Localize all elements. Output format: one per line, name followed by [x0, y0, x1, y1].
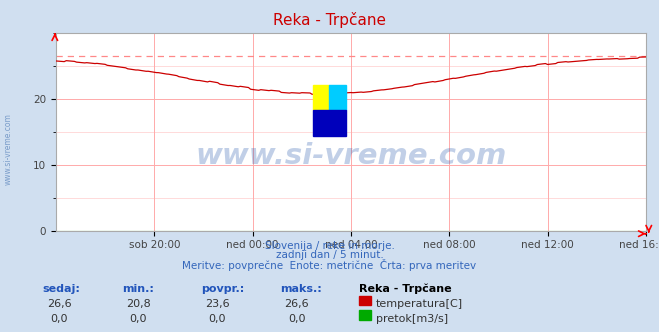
- Text: 0,0: 0,0: [288, 314, 305, 324]
- Text: 20,8: 20,8: [126, 299, 151, 309]
- Text: 0,0: 0,0: [51, 314, 68, 324]
- Text: temperatura[C]: temperatura[C]: [376, 299, 463, 309]
- FancyBboxPatch shape: [312, 110, 345, 136]
- Text: pretok[m3/s]: pretok[m3/s]: [376, 314, 447, 324]
- Text: maks.:: maks.:: [280, 284, 322, 294]
- Text: Meritve: povprečne  Enote: metrične  Črta: prva meritev: Meritve: povprečne Enote: metrične Črta:…: [183, 259, 476, 271]
- Text: 26,6: 26,6: [284, 299, 309, 309]
- Text: 0,0: 0,0: [209, 314, 226, 324]
- FancyBboxPatch shape: [329, 85, 345, 110]
- Text: min.:: min.:: [122, 284, 154, 294]
- Text: www.si-vreme.com: www.si-vreme.com: [195, 142, 507, 170]
- Text: zadnji dan / 5 minut.: zadnji dan / 5 minut.: [275, 250, 384, 260]
- Text: povpr.:: povpr.:: [201, 284, 244, 294]
- Text: Reka - Trpčane: Reka - Trpčane: [359, 284, 452, 294]
- Text: 0,0: 0,0: [130, 314, 147, 324]
- Text: 23,6: 23,6: [205, 299, 230, 309]
- FancyBboxPatch shape: [312, 85, 329, 110]
- Text: sedaj:: sedaj:: [43, 284, 80, 294]
- Text: Reka - Trpčane: Reka - Trpčane: [273, 12, 386, 28]
- Text: www.si-vreme.com: www.si-vreme.com: [3, 114, 13, 185]
- Text: 26,6: 26,6: [47, 299, 72, 309]
- Text: Slovenija / reke in morje.: Slovenija / reke in morje.: [264, 241, 395, 251]
